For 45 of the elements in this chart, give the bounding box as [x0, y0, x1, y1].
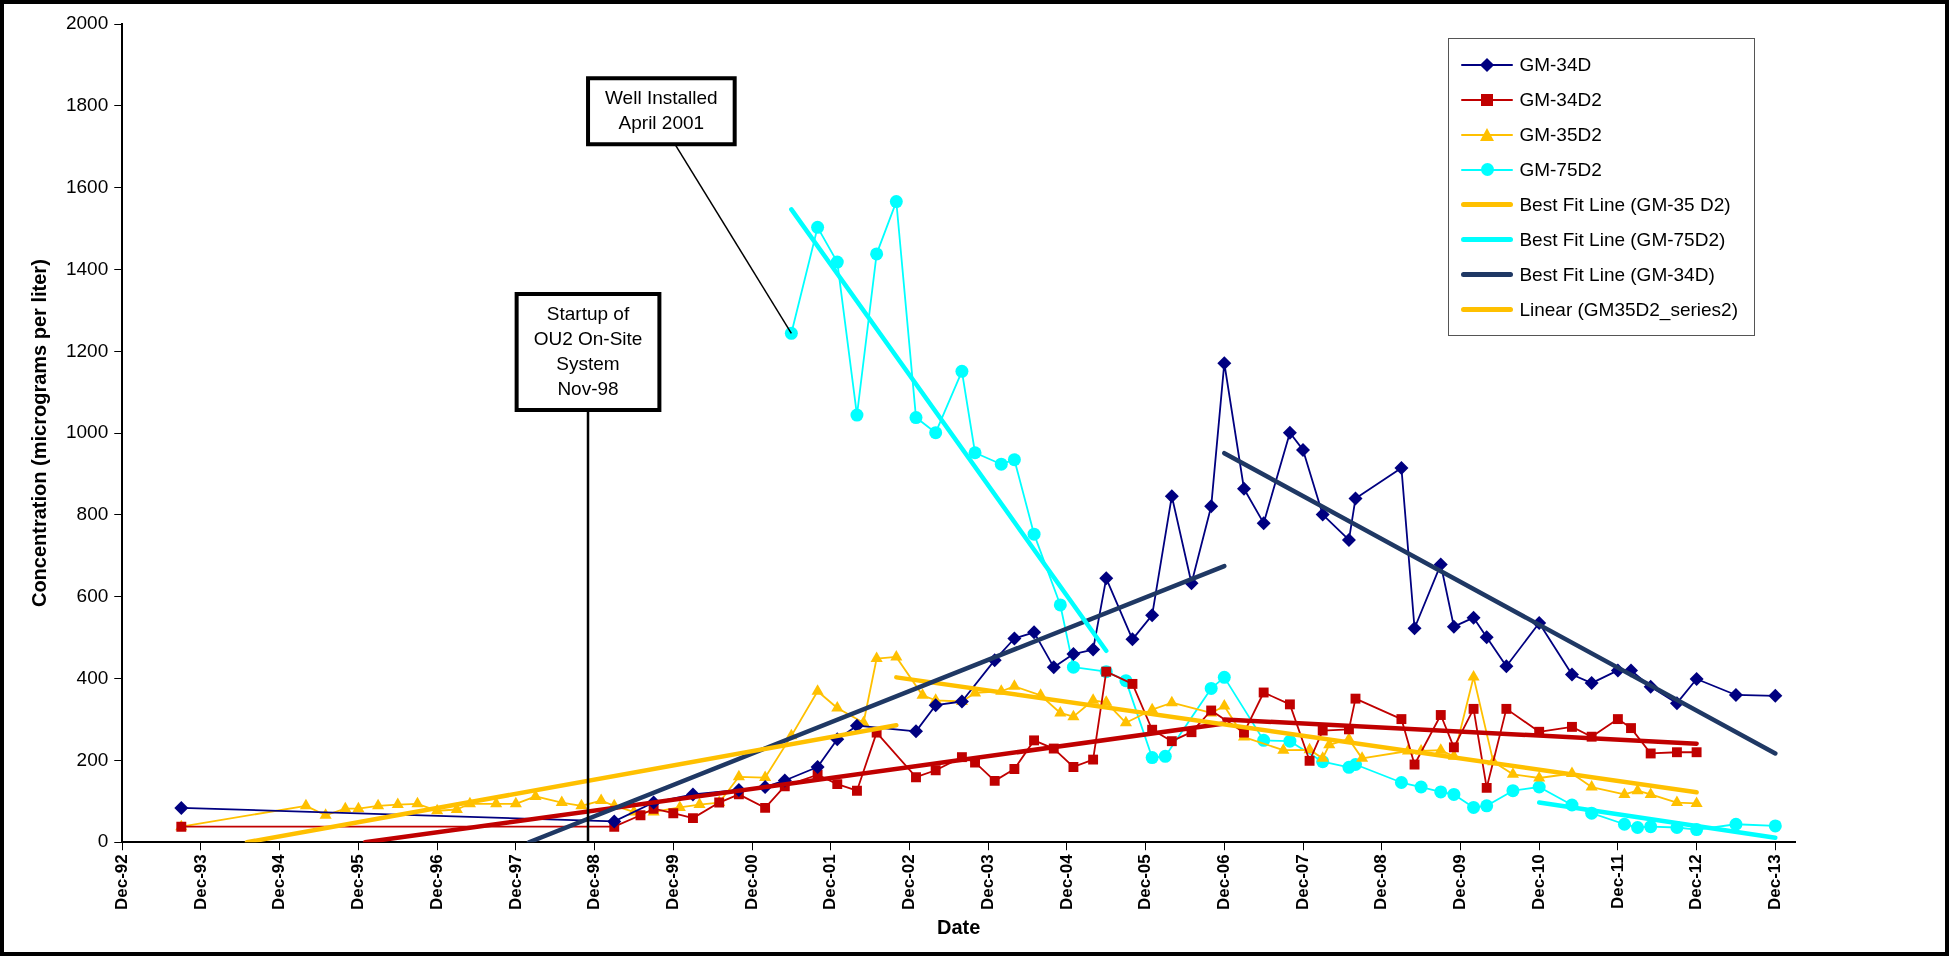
x-tick-label: Dec-00 — [741, 854, 761, 911]
x-tick-label: Dec-92 — [111, 854, 131, 911]
x-tick-label: Dec-08 — [1371, 854, 1391, 911]
x-tick-label: Dec-07 — [1292, 854, 1312, 911]
y-tick-label: 1600 — [65, 175, 109, 197]
x-tick-label: Dec-96 — [426, 854, 446, 911]
x-tick-label: Dec-03 — [977, 854, 997, 911]
legend-label: GM-34D2 — [1519, 88, 1602, 111]
annotation: Well Installed April 2001 — [605, 87, 718, 134]
legend-label: Best Fit Line (GM-34D) — [1519, 263, 1715, 286]
x-tick-label: Dec-98 — [584, 854, 604, 911]
y-axis-title: Concentration (micrograms per liter) — [27, 259, 50, 608]
legend-label: Best Fit Line (GM-75D2) — [1519, 228, 1726, 251]
y-tick-label: 800 — [76, 503, 109, 525]
x-tick-label: Dec-93 — [190, 854, 210, 911]
x-tick-label: Dec-13 — [1765, 854, 1785, 911]
x-tick-label: Dec-11 — [1607, 854, 1627, 910]
x-tick-label: Dec-06 — [1213, 854, 1233, 911]
x-tick-label: Dec-94 — [269, 853, 289, 911]
x-tick-label: Dec-97 — [505, 854, 525, 911]
x-tick-label: Dec-04 — [1056, 853, 1076, 911]
y-tick-label: 1000 — [65, 421, 109, 443]
x-tick-label: Dec-95 — [348, 854, 368, 911]
legend-label: Linear (GM35D2_series2) — [1519, 298, 1738, 321]
x-tick-label: Dec-02 — [899, 854, 919, 911]
y-tick-label: 1800 — [65, 94, 109, 116]
y-tick-label: 1200 — [65, 339, 109, 361]
legend-label: GM-75D2 — [1519, 158, 1602, 181]
x-tick-label: Dec-09 — [1450, 854, 1470, 911]
y-tick-label: 1400 — [65, 257, 109, 279]
y-tick-label: 2000 — [65, 12, 109, 34]
x-tick-label: Dec-12 — [1686, 854, 1706, 911]
y-tick-label: 200 — [76, 748, 109, 770]
x-tick-label: Dec-10 — [1528, 854, 1548, 911]
x-tick-label: Dec-99 — [662, 854, 682, 911]
x-tick-label: Dec-01 — [820, 854, 840, 911]
y-tick-label: 400 — [76, 666, 109, 688]
legend-label: GM-35D2 — [1519, 123, 1602, 146]
ref-line-label: Startup of OU2 On-Site System Nov-98 — [533, 302, 643, 399]
y-tick-label: 0 — [97, 830, 109, 852]
y-tick-label: 600 — [76, 585, 109, 606]
x-tick-label: Dec-05 — [1135, 854, 1155, 911]
x-axis-title: Date — [936, 915, 981, 938]
legend-label: Best Fit Line (GM-35 D2) — [1519, 193, 1731, 216]
legend-label: GM-34D — [1519, 53, 1592, 76]
